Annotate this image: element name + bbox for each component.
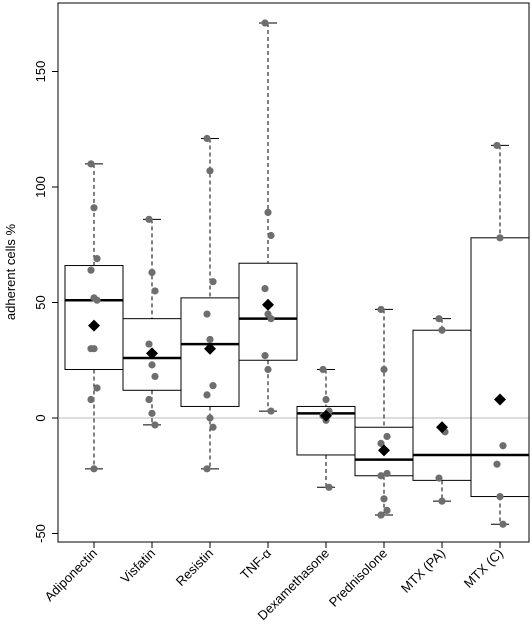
data-point-mtx-pa — [438, 326, 446, 334]
data-point-resistin — [209, 423, 217, 431]
mean-marker-mtx-pa — [436, 421, 448, 434]
box-iqr — [64, 265, 124, 370]
data-point-adiponectin — [93, 384, 101, 392]
data-point-tnf — [264, 208, 272, 217]
y-tick-label-neg50: -50 — [33, 524, 48, 543]
data-point-mtx-c — [496, 234, 504, 242]
data-point-mtx-c — [499, 442, 507, 450]
mean-marker-dexamethasone — [320, 409, 332, 422]
box-iqr — [238, 262, 298, 361]
data-point-resistin — [209, 382, 217, 390]
x-tick-label-resistin: Resistin — [173, 546, 216, 589]
data-point-prednisolone — [377, 472, 385, 480]
data-point-adiponectin — [93, 255, 101, 263]
data-point-resistin — [203, 465, 211, 473]
data-point-tnf — [261, 352, 269, 360]
data-point-prednisolone — [377, 305, 385, 314]
data-point-mtx-c — [493, 460, 501, 468]
data-point-prednisolone — [377, 439, 385, 448]
box-dexamethasone — [296, 368, 356, 488]
data-point-prednisolone — [383, 469, 391, 478]
mean-marker-visfatin — [146, 347, 158, 360]
data-point-resistin — [203, 310, 211, 318]
data-point-resistin — [206, 167, 214, 175]
box-mtx-c — [470, 144, 530, 525]
data-point-adiponectin — [90, 345, 98, 353]
data-point-prednisolone — [380, 365, 388, 374]
data-point-visfatin — [145, 395, 153, 404]
y-tick-label-50: 50 — [33, 295, 48, 309]
data-point-visfatin — [145, 340, 153, 348]
x-tick-label-mtx-c: MTX (C) — [461, 546, 506, 591]
data-point-dexamethasone — [322, 395, 330, 404]
data-point-adiponectin — [87, 266, 95, 274]
data-point-resistin — [206, 335, 214, 344]
data-point-tnf — [264, 365, 272, 374]
mean-marker-tnf — [262, 298, 274, 311]
data-point-adiponectin — [87, 160, 95, 168]
x-tick-label-visfatin: Visfatin — [118, 546, 159, 587]
box-tnf — [238, 22, 298, 412]
y-tick-label-100: 100 — [33, 176, 48, 198]
data-point-visfatin — [148, 268, 156, 277]
box-visfatin — [122, 218, 182, 426]
boxes-group — [64, 22, 530, 525]
data-point-dexamethasone — [325, 483, 333, 491]
data-point-resistin — [203, 134, 211, 143]
mean-marker-prednisolone — [378, 444, 390, 457]
x-tick-label-mtx-pa: MTX (PA) — [398, 546, 448, 596]
data-point-adiponectin — [90, 204, 98, 212]
x-axis-labels: Adiponectin Visfatin Resistin TNF-αDexameth… — [41, 542, 506, 623]
data-point-mtx-pa — [435, 474, 443, 482]
data-point-adiponectin — [87, 395, 95, 404]
data-point-visfatin — [148, 361, 156, 369]
x-tick-label-prednisolone: Prednisolone — [326, 546, 390, 610]
points-group — [87, 19, 507, 528]
data-point-mtx-c — [496, 492, 504, 501]
box-prednisolone — [354, 308, 414, 516]
data-point-tnf — [267, 407, 275, 415]
data-point-mtx-c — [499, 520, 507, 528]
box-mtx-pa — [412, 318, 472, 502]
data-point-visfatin — [148, 409, 156, 417]
data-point-mtx-c — [493, 141, 501, 150]
y-tick-label-0: 0 — [33, 414, 48, 421]
data-point-visfatin — [145, 215, 153, 223]
data-point-prednisolone — [380, 495, 388, 503]
y-tick-label-150: 150 — [33, 61, 48, 83]
data-point-mtx-pa — [435, 315, 443, 323]
x-tick-label-adiponectin: Adiponectin — [41, 546, 100, 605]
data-point-tnf — [261, 285, 269, 293]
box-iqr — [470, 237, 530, 498]
data-point-tnf — [261, 19, 269, 27]
data-point-resistin — [203, 391, 211, 399]
y-axis: -50 0 50 100 150 — [33, 61, 58, 543]
box-iqr — [412, 329, 472, 481]
plot-frame — [57, 2, 530, 543]
x-tick-label-tnf: TNF-α — [237, 545, 274, 582]
data-point-prednisolone — [383, 506, 391, 514]
mean-marker-adiponectin — [88, 319, 100, 332]
data-point-adiponectin — [90, 465, 98, 473]
y-axis-title: adherent cells % — [3, 224, 18, 321]
data-point-mtx-pa — [438, 497, 446, 505]
data-point-tnf — [267, 315, 275, 323]
data-point-resistin — [206, 414, 214, 422]
data-point-prednisolone — [377, 511, 385, 519]
data-point-tnf — [267, 231, 275, 240]
data-point-visfatin — [151, 421, 159, 429]
data-point-adiponectin — [93, 296, 101, 304]
data-point-prednisolone — [383, 432, 391, 441]
data-point-resistin — [209, 278, 217, 286]
data-point-dexamethasone — [319, 365, 327, 374]
mean-marker-resistin — [204, 342, 216, 355]
data-point-visfatin — [151, 372, 159, 381]
data-point-visfatin — [151, 287, 159, 295]
mean-marker-mtx-c — [494, 393, 506, 406]
